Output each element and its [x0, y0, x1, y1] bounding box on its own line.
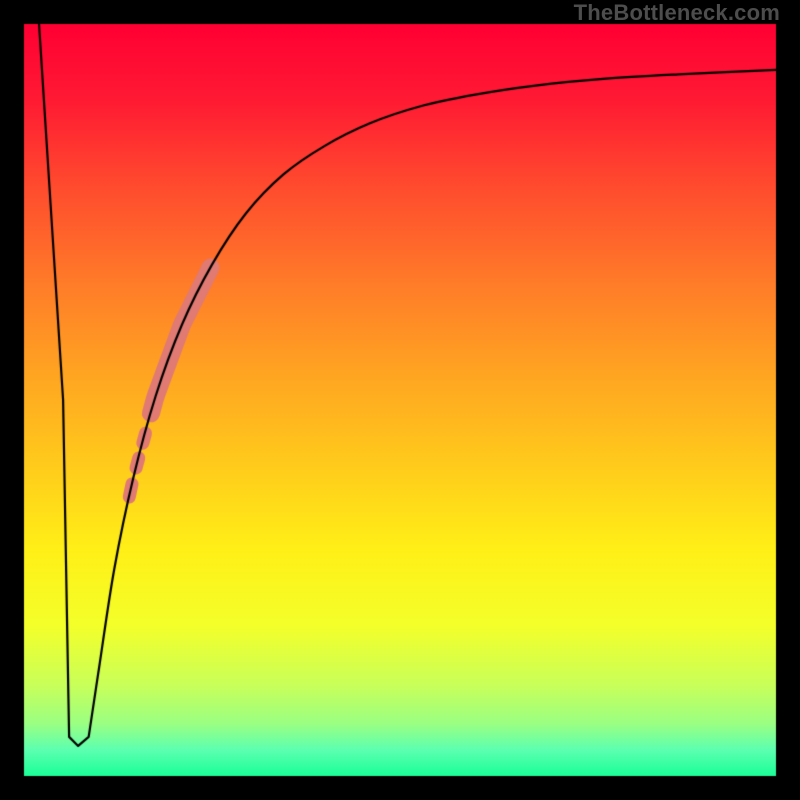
chart-container: TheBottleneck.com: [0, 0, 800, 800]
bottleneck-chart-canvas: [0, 0, 800, 800]
watermark-text: TheBottleneck.com: [574, 0, 780, 26]
